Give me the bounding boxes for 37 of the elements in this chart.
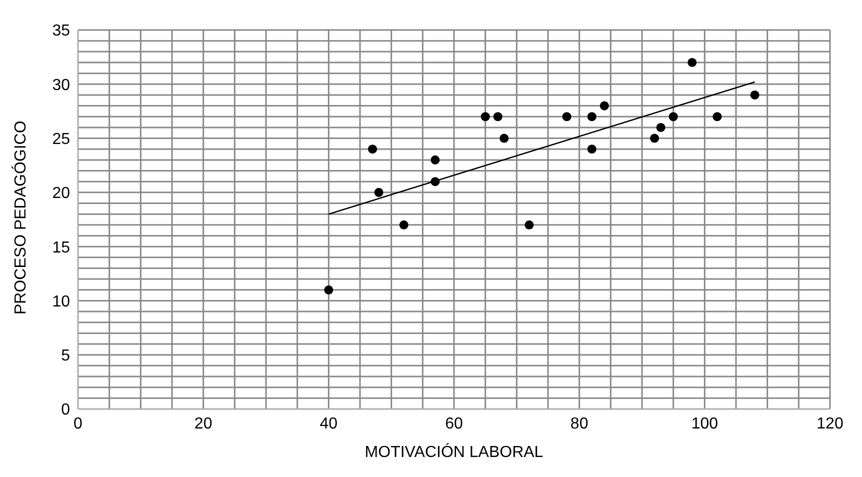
point <box>668 112 678 122</box>
y-tick-label: 5 <box>61 348 70 365</box>
y-tick-label: 30 <box>52 76 70 94</box>
point <box>368 144 378 154</box>
point <box>562 112 572 122</box>
point <box>600 101 609 110</box>
y-tick-label: 0 <box>61 402 70 419</box>
point <box>493 112 502 122</box>
x-tick-label: 100 <box>691 415 718 432</box>
x-tick-label: 0 <box>74 415 83 432</box>
y-axis-title: PROCESO PEDAGÓGICO <box>12 120 30 314</box>
point <box>480 112 490 122</box>
point <box>587 112 596 122</box>
x-tick-label: 40 <box>320 415 338 432</box>
x-tick-label: 120 <box>816 415 844 432</box>
point <box>587 144 596 154</box>
point <box>656 122 666 132</box>
point <box>430 155 440 164</box>
point <box>524 220 534 230</box>
x-axis-title: MOTIVACIÓN LABORAL <box>364 443 544 461</box>
point <box>399 220 408 230</box>
x-tick-label: 80 <box>570 415 588 432</box>
point <box>750 90 760 100</box>
y-tick-label: 25 <box>52 130 70 148</box>
point <box>650 134 660 143</box>
point <box>712 112 722 122</box>
y-tick-label: 10 <box>52 293 70 310</box>
y-tick-label: 20 <box>52 185 70 202</box>
x-tick-label: 60 <box>445 415 463 432</box>
x-tick-label: 20 <box>194 415 212 432</box>
point <box>500 134 509 143</box>
point <box>430 177 440 186</box>
point <box>374 188 384 197</box>
point <box>688 58 697 67</box>
y-tick-label: 35 <box>52 22 70 40</box>
point <box>324 285 334 294</box>
y-tick-label: 15 <box>52 239 70 256</box>
